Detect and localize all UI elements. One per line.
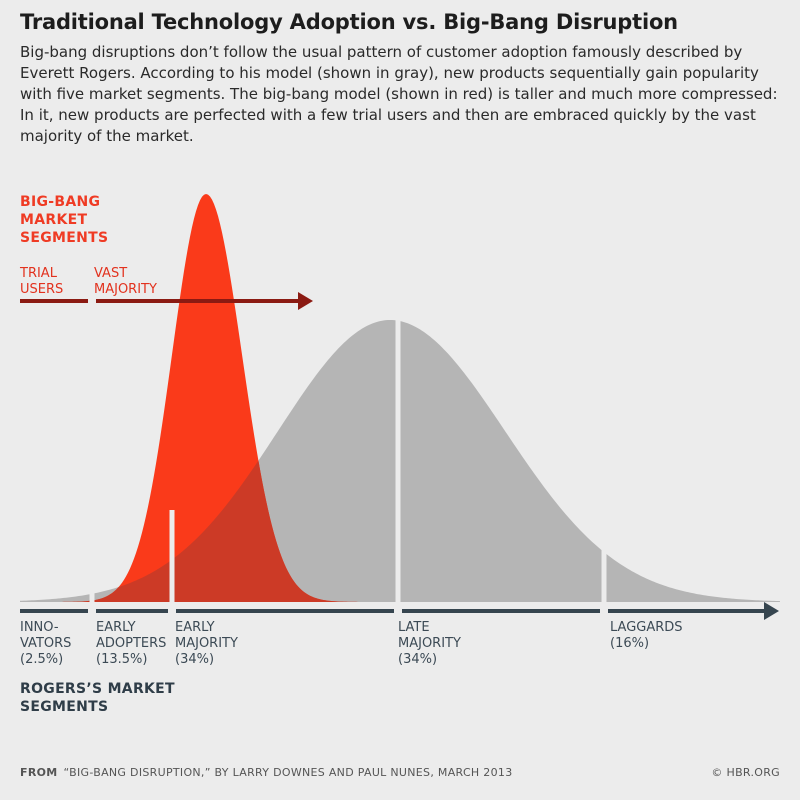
segment-name: EARLY MAJORITY bbox=[175, 620, 238, 651]
big-bang-heading: BIG-BANG MARKET SEGMENTS bbox=[20, 194, 109, 246]
footer: FROM “BIG-BANG DISRUPTION,” BY LARRY DOWN… bbox=[20, 766, 780, 779]
segment-name: LATE MAJORITY bbox=[398, 620, 461, 651]
rogers-arrow bbox=[20, 602, 779, 620]
curve-overlap bbox=[20, 320, 380, 602]
big-bang-arrow bbox=[20, 292, 313, 310]
footer-from: FROM bbox=[20, 766, 58, 779]
segment-pct: (2.5%) bbox=[20, 652, 64, 667]
segment-pct: (13.5%) bbox=[96, 652, 148, 667]
page-title: Traditional Technology Adoption vs. Big-… bbox=[20, 10, 678, 34]
segment-late-majority: LATE MAJORITY (34%) bbox=[398, 620, 478, 668]
vast-majority-label: VAST MAJORITY bbox=[94, 266, 157, 297]
segment-early-majority: EARLY MAJORITY (34%) bbox=[175, 620, 255, 668]
segment-name: INNO- VATORS bbox=[20, 620, 72, 651]
segment-dividers bbox=[89, 318, 607, 602]
segment-pct: (34%) bbox=[398, 652, 438, 667]
rogers-heading: ROGERS’S MARKET SEGMENTS bbox=[20, 681, 175, 715]
segment-pct: (16%) bbox=[610, 636, 650, 651]
description: Big-bang disruptions don’t follow the us… bbox=[20, 43, 778, 145]
segment-early-adopters: EARLY ADOPTERS (13.5%) bbox=[96, 620, 170, 668]
segment-innovators: INNO- VATORS (2.5%) bbox=[20, 620, 92, 668]
trial-users-label: TRIAL USERS bbox=[20, 266, 64, 297]
footer-source: “BIG-BANG DISRUPTION,” BY LARRY DOWNES A… bbox=[63, 766, 513, 779]
segment-pct: (34%) bbox=[175, 652, 215, 667]
footer-credit: © HBR.ORG bbox=[711, 766, 780, 779]
segment-name: EARLY ADOPTERS bbox=[96, 620, 167, 651]
big-bang-curve bbox=[20, 194, 380, 602]
segment-laggards: LAGGARDS (16%) bbox=[610, 620, 700, 652]
segment-name: LAGGARDS bbox=[610, 620, 683, 635]
